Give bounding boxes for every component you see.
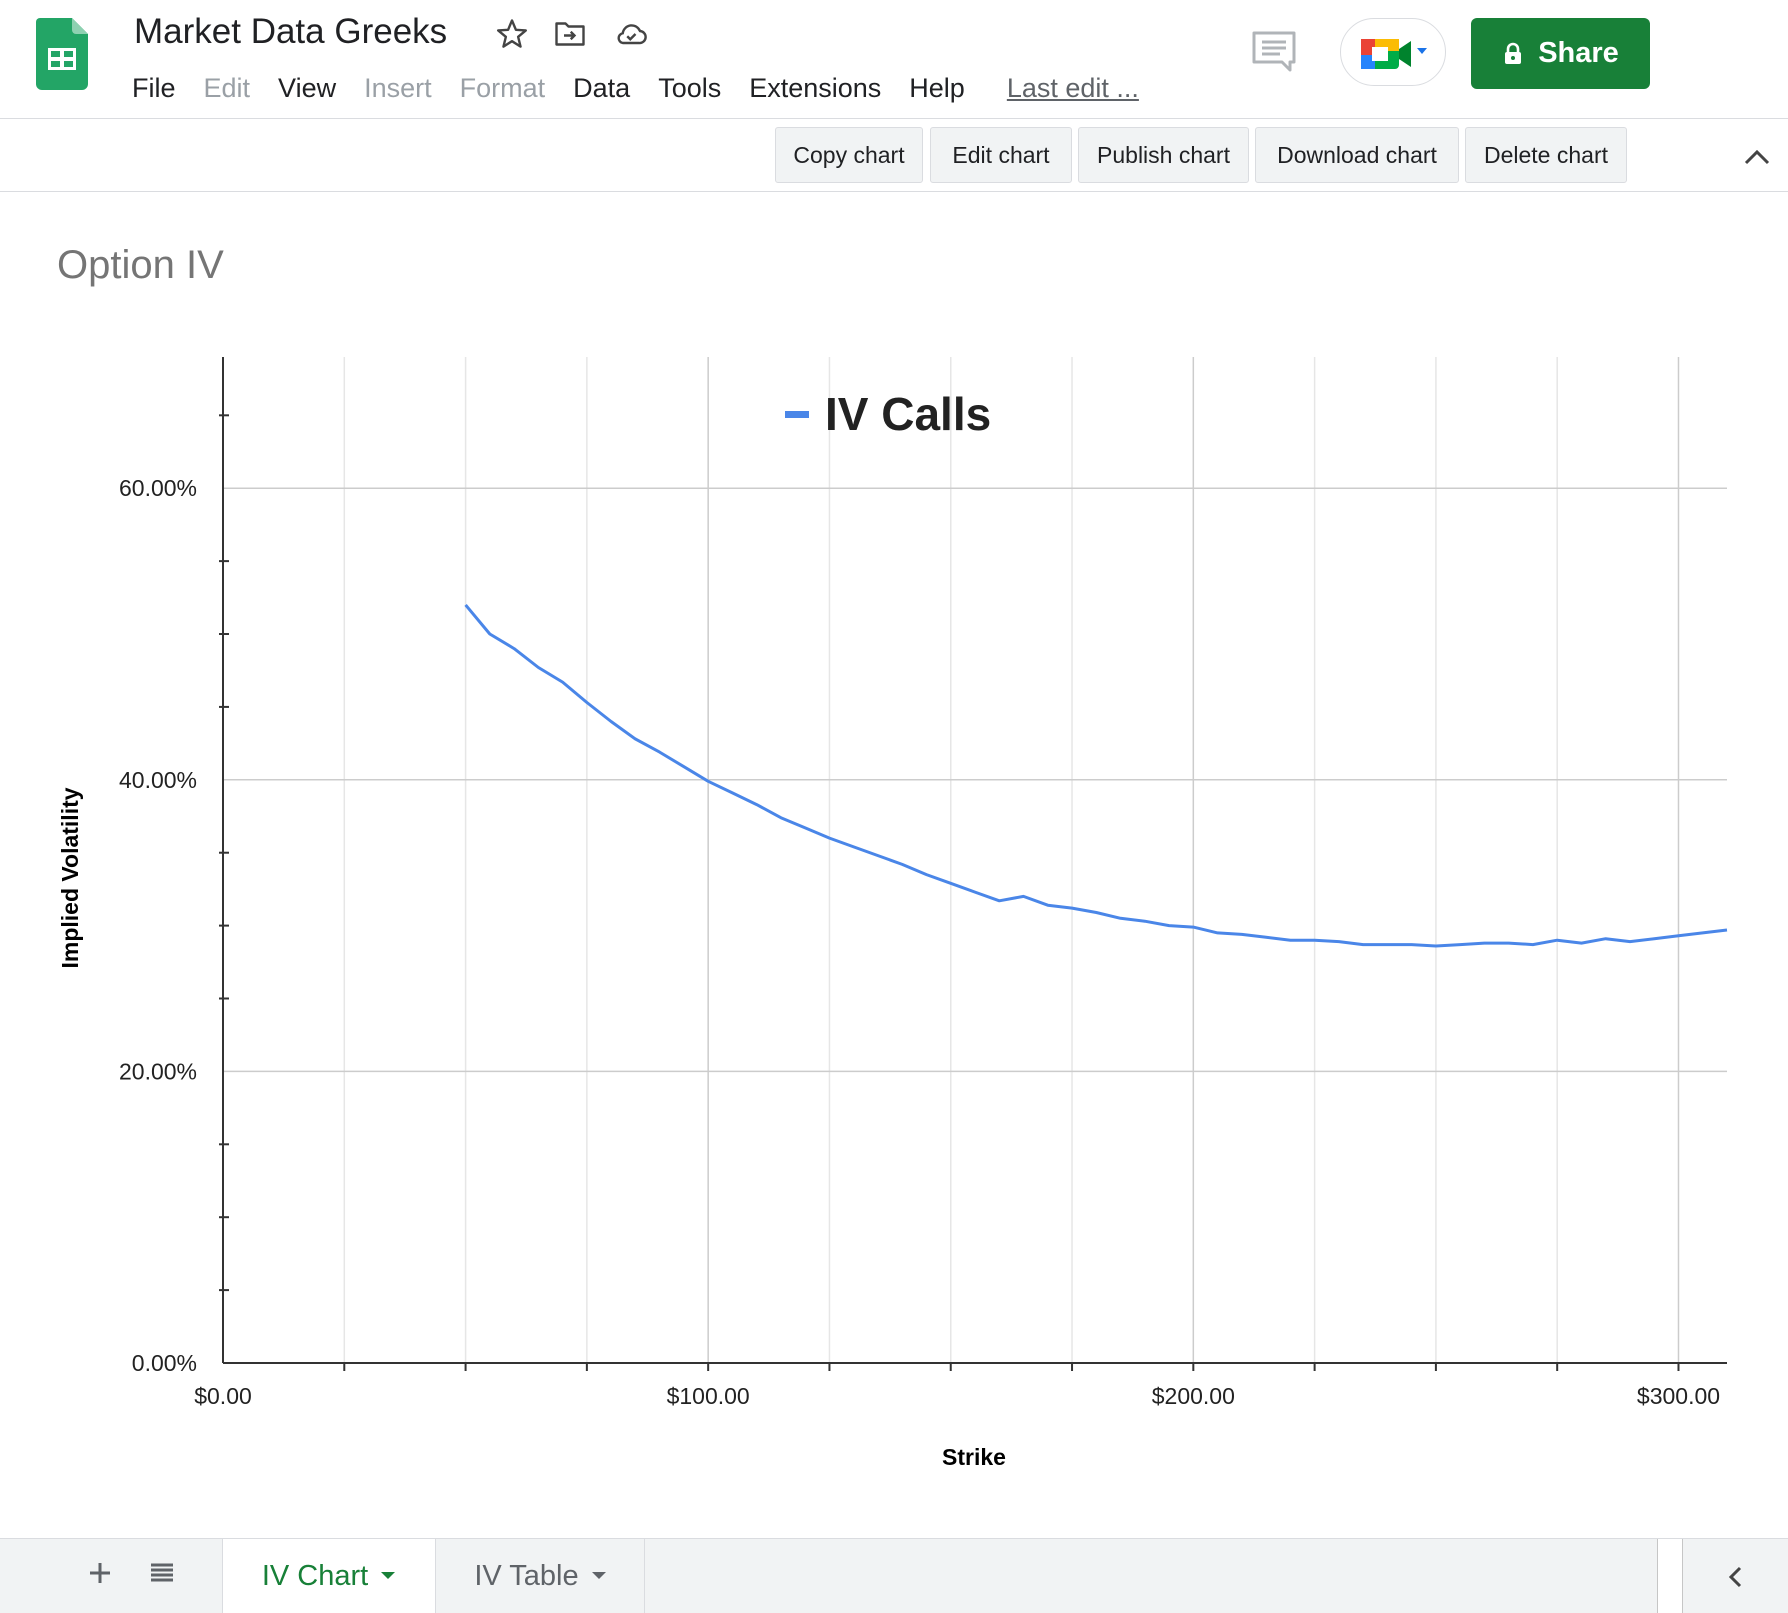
share-label: Share — [1538, 37, 1619, 69]
y-tick-label: 40.00% — [119, 767, 197, 793]
x-tick-label: $0.00 — [194, 1383, 252, 1409]
menu-data[interactable]: Data — [573, 72, 631, 103]
sheet-tab-iv-table[interactable]: IV Table — [437, 1539, 645, 1613]
chevron-up-icon[interactable] — [1742, 145, 1772, 169]
y-axis-title: Implied Volatility — [57, 787, 83, 968]
sheet-tab-label: IV Table — [474, 1559, 579, 1592]
chart-legend[interactable]: IV Calls — [785, 388, 991, 440]
chart-container[interactable]: Option IV $0.00 $100.00 $200.00 $300.00 0.00… — [0, 192, 1788, 1537]
x-tick-label: $200.00 — [1152, 1383, 1235, 1409]
sheet-tab-iv-chart[interactable]: IV Chart — [222, 1539, 436, 1613]
menu-insert[interactable]: Insert — [364, 72, 432, 103]
x-axis-title: Strike — [942, 1444, 1006, 1470]
menu-bar: File Edit View Insert Format Data Tools … — [118, 66, 1139, 110]
document-title[interactable]: Market Data Greeks — [134, 12, 448, 51]
sheets-tab-bar: IV Chart IV Table — [0, 1538, 1788, 1613]
menu-help[interactable]: Help — [909, 72, 965, 103]
lock-icon — [1505, 42, 1522, 64]
menu-file[interactable]: File — [132, 72, 176, 103]
caret-down-icon[interactable] — [380, 1571, 396, 1581]
chart-axes: $0.00 $100.00 $200.00 $300.00 0.00% 20.00% 40.… — [119, 357, 1727, 1409]
chart-title: Option IV — [57, 243, 224, 287]
y-tick-label: 0.00% — [132, 1350, 197, 1376]
menu-view[interactable]: View — [278, 72, 337, 103]
iv-line-chart[interactable]: Option IV $0.00 $100.00 $200.00 $300.00 0.00… — [0, 192, 1788, 1537]
sheet-tab-label: IV Chart — [261, 1559, 369, 1592]
x-tick-label: $300.00 — [1637, 1383, 1720, 1409]
meet-button[interactable] — [1340, 18, 1446, 86]
menu-edit[interactable]: Edit — [203, 72, 251, 103]
app-header: Market Data Greeks File Edit View Insert… — [0, 0, 1788, 119]
add-sheet-icon[interactable] — [82, 1555, 118, 1591]
y-tick-label: 60.00% — [119, 475, 197, 501]
last-edit-link[interactable]: Last edit ... — [1006, 72, 1139, 103]
series-line-iv-calls — [464, 603, 1728, 948]
meet-icon — [1361, 39, 1427, 69]
tab-scroll-divider — [1657, 1539, 1683, 1613]
delete-chart-button[interactable]: Delete chart — [1465, 127, 1627, 183]
x-tick-label: $100.00 — [667, 1383, 750, 1409]
chart-toolbar: Copy chart Edit chart Publish chart Down… — [0, 119, 1788, 192]
edit-chart-button[interactable]: Edit chart — [930, 127, 1072, 183]
share-button[interactable]: Share — [1471, 18, 1650, 89]
y-tick-label: 20.00% — [119, 1058, 197, 1084]
chart-series — [464, 603, 1728, 948]
download-chart-button[interactable]: Download chart — [1255, 127, 1459, 183]
caret-down-icon[interactable] — [591, 1571, 607, 1581]
publish-chart-button[interactable]: Publish chart — [1078, 127, 1249, 183]
legend-label-iv-calls: IV Calls — [825, 388, 991, 440]
menu-extensions[interactable]: Extensions — [749, 72, 882, 103]
menu-format[interactable]: Format — [459, 72, 546, 103]
legend-swatch-iv-calls — [785, 411, 809, 418]
cloud-saved-icon[interactable] — [613, 16, 649, 52]
chart-gridlines — [223, 357, 1727, 1363]
star-icon[interactable] — [494, 16, 530, 52]
all-sheets-menu-icon[interactable] — [144, 1555, 180, 1591]
comments-icon[interactable] — [1250, 30, 1298, 74]
chevron-left-icon[interactable] — [1724, 1563, 1748, 1591]
sheets-logo-icon[interactable] — [36, 18, 88, 90]
move-folder-icon[interactable] — [552, 16, 588, 52]
menu-tools[interactable]: Tools — [658, 72, 722, 103]
copy-chart-button[interactable]: Copy chart — [775, 127, 923, 183]
